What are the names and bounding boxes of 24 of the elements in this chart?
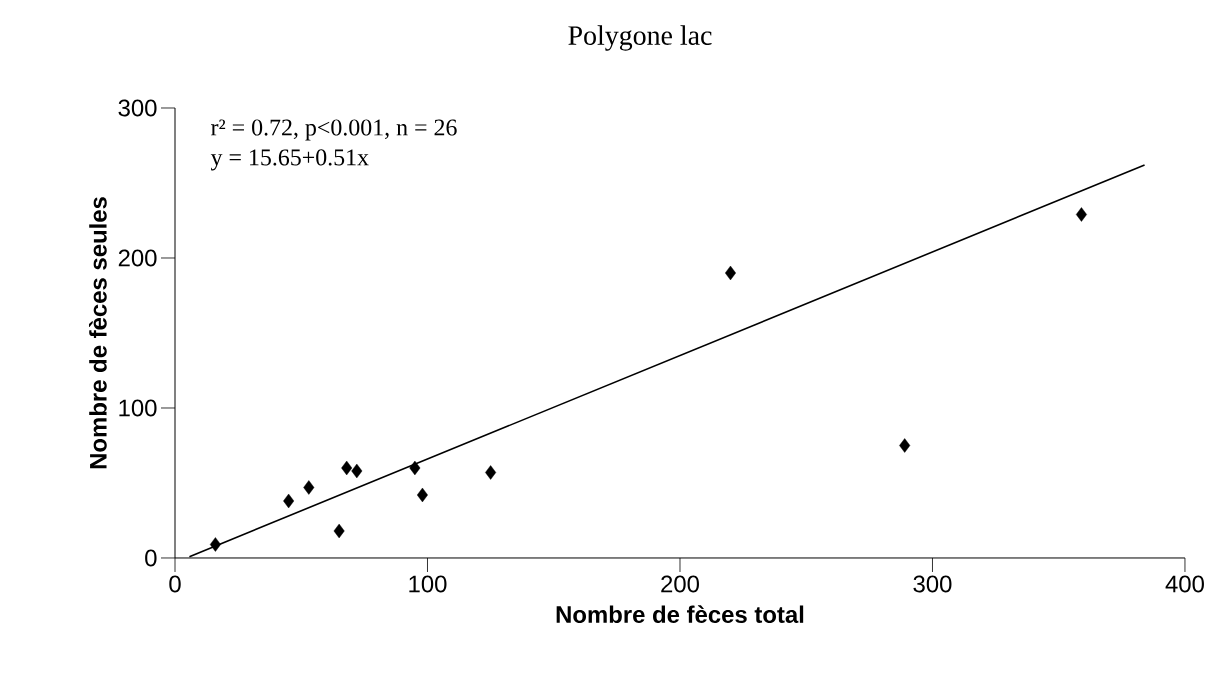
annotation: r² = 0.72, p<0.001, n = 26 [211, 119, 457, 141]
point [899, 438, 911, 453]
point [303, 480, 315, 495]
x-tick-label: 100 [409, 575, 447, 593]
y-tick-label: 100 [119, 399, 157, 417]
annotation: y = 15.65+0.51x [210, 149, 369, 171]
point [209, 537, 221, 552]
x-axis-title: Nombre de fèces total [556, 605, 804, 624]
point [1075, 207, 1087, 222]
y-tick-label: 0 [145, 549, 157, 567]
chart-title: Polygone lac [568, 25, 712, 51]
point [333, 523, 345, 539]
x-tick-label: 200 [661, 575, 699, 593]
point [409, 460, 421, 476]
x-tick-label: 300 [913, 575, 952, 593]
point [341, 460, 353, 476]
point [283, 493, 295, 509]
y-axis-title: Nombre de fèces seules [88, 197, 107, 469]
x-tick-label: 0 [169, 575, 181, 593]
y-tick-label: 200 [118, 249, 157, 267]
x-tick-label: 400 [1165, 575, 1204, 593]
point [485, 465, 497, 480]
point [351, 463, 363, 479]
y-tick-label: 300 [118, 99, 157, 117]
